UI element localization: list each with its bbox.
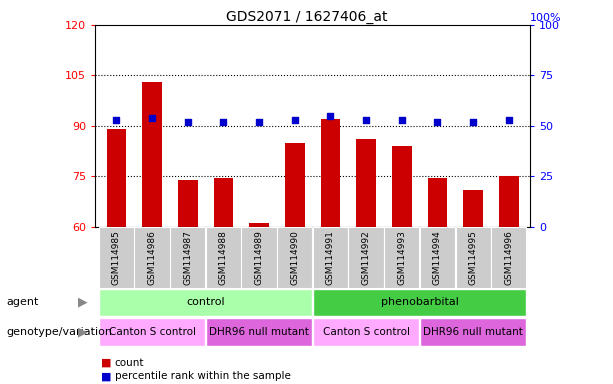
Text: GSM114992: GSM114992 [362,230,371,285]
Text: GSM114995: GSM114995 [469,230,478,285]
Text: GSM114994: GSM114994 [433,230,442,285]
Bar [384,227,419,288]
Text: DHR96 null mutant: DHR96 null mutant [209,327,309,337]
Text: percentile rank within the sample: percentile rank within the sample [115,371,291,381]
Point [147,114,157,121]
Bar [313,318,419,346]
Text: GSM114990: GSM114990 [291,230,299,285]
Text: count: count [115,358,144,368]
Text: genotype/variation: genotype/variation [6,327,112,337]
Point [326,113,335,119]
Bar [134,227,170,288]
Bar [206,318,313,346]
Bar [420,318,527,346]
Text: GSM114985: GSM114985 [112,230,121,285]
Bar [277,227,313,288]
Bar [99,289,313,316]
Text: 100%: 100% [530,13,562,23]
Text: GSM114989: GSM114989 [254,230,264,285]
Bar [491,227,527,288]
Bar [348,227,384,288]
Bar [463,190,483,227]
Point [183,119,192,125]
Bar [285,142,305,227]
Text: GSM114987: GSM114987 [183,230,192,285]
Bar [170,227,205,288]
Point [504,117,514,123]
Text: ▶: ▶ [78,296,88,309]
Bar [242,227,277,288]
Bar [392,146,411,227]
Point [290,117,300,123]
Text: GSM114996: GSM114996 [504,230,513,285]
Text: ■: ■ [101,371,112,381]
Bar [356,139,376,227]
Bar [214,178,234,227]
Bar [107,129,126,227]
Text: control: control [186,297,225,308]
Text: GDS2071 / 1627406_at: GDS2071 / 1627406_at [226,10,387,23]
Bar [499,176,519,227]
Bar [455,227,491,288]
Text: GSM114991: GSM114991 [326,230,335,285]
Point [112,117,121,123]
Bar [428,178,447,227]
Bar [321,119,340,227]
Bar [313,289,527,316]
Point [254,119,264,125]
Bar [142,82,162,227]
Text: ▶: ▶ [78,326,88,339]
Bar [420,227,455,288]
Bar [206,227,241,288]
Text: phenobarbital: phenobarbital [381,297,459,308]
Bar [178,180,197,227]
Bar [99,318,205,346]
Point [468,119,478,125]
Point [433,119,443,125]
Text: DHR96 null mutant: DHR96 null mutant [423,327,523,337]
Point [397,117,406,123]
Text: GSM114988: GSM114988 [219,230,228,285]
Bar [249,223,269,227]
Point [361,117,371,123]
Text: GSM114993: GSM114993 [397,230,406,285]
Text: GSM114986: GSM114986 [148,230,156,285]
Text: Canton S control: Canton S control [322,327,409,337]
Bar [99,227,134,288]
Text: agent: agent [6,297,39,308]
Text: Canton S control: Canton S control [109,327,196,337]
Text: ■: ■ [101,358,112,368]
Bar [313,227,348,288]
Point [219,119,229,125]
